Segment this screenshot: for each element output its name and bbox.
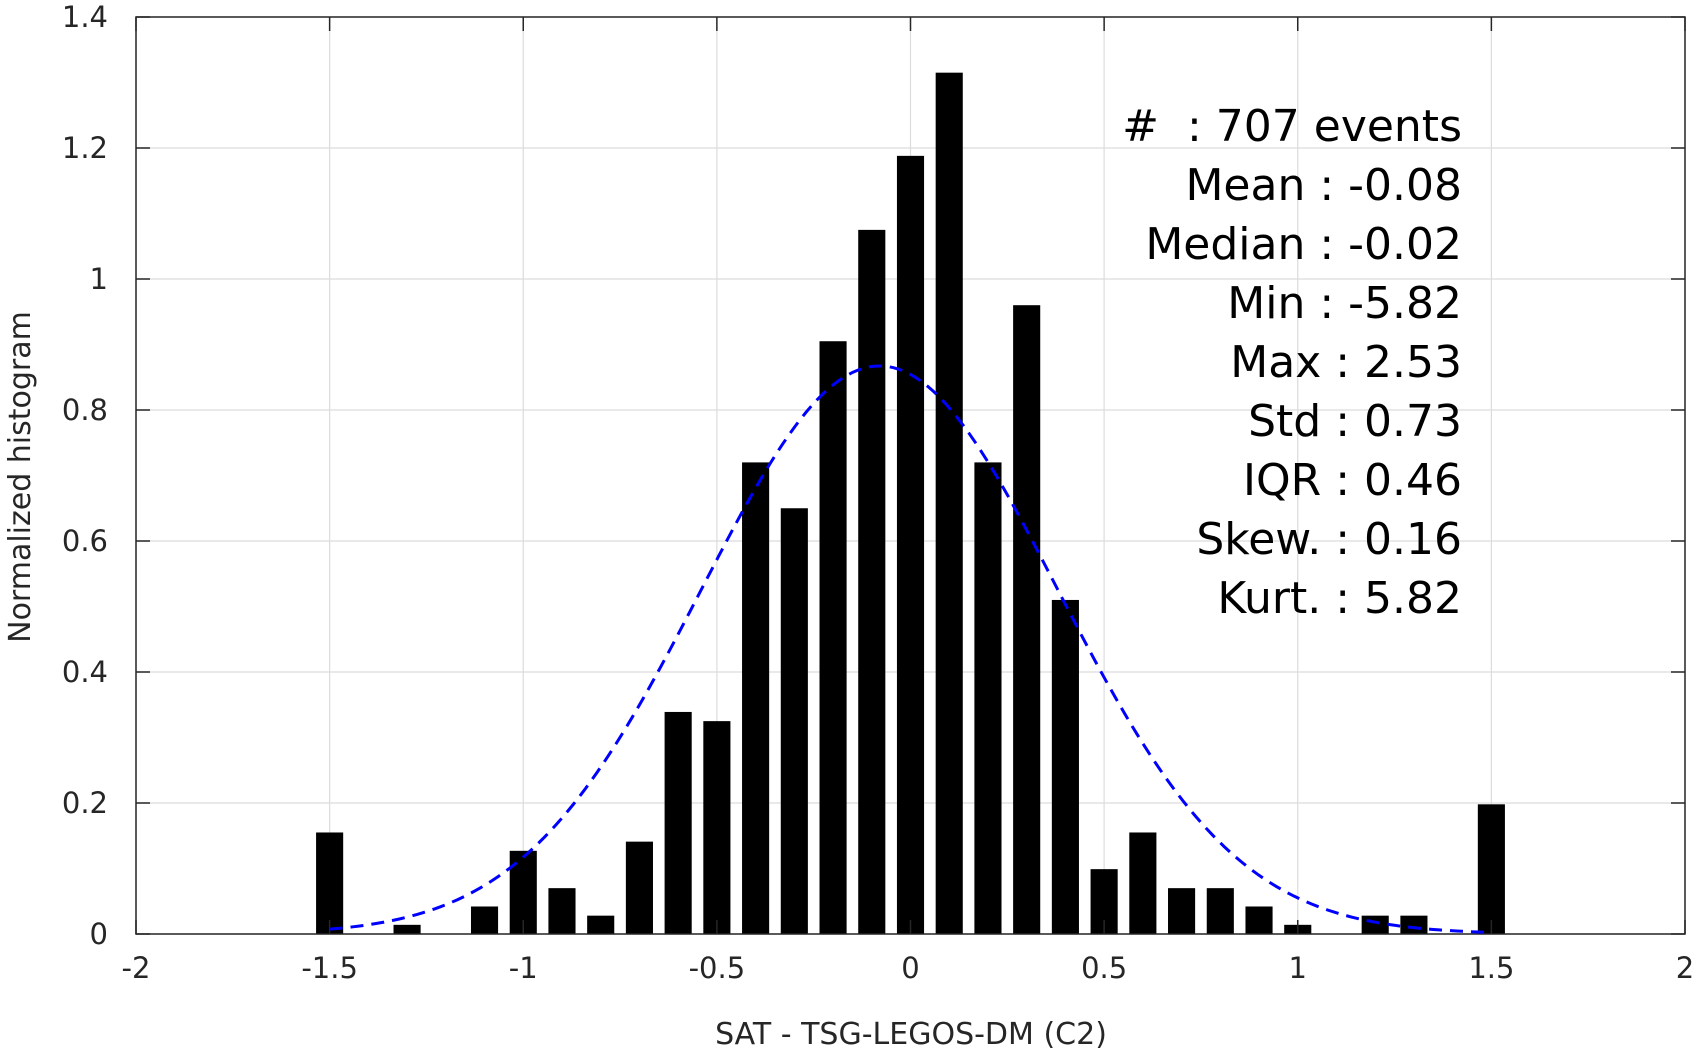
histogram-bar bbox=[858, 229, 886, 935]
stat-line: # : 707 events bbox=[1122, 101, 1462, 152]
y-tick-label: 0.6 bbox=[62, 524, 108, 558]
histogram-bar bbox=[1051, 599, 1079, 934]
x-axis-label: SAT - TSG-LEGOS-DM (C2) bbox=[715, 1017, 1107, 1052]
y-tick-label: 1.2 bbox=[62, 131, 108, 165]
histogram-bars bbox=[316, 72, 1505, 935]
histogram-bar bbox=[974, 462, 1002, 934]
y-tick-label: 0.2 bbox=[62, 786, 108, 820]
y-tick-labels: 0 0.2 0.4 0.6 0.8 1 1.2 1.4 bbox=[62, 0, 108, 951]
histogram-bar bbox=[1129, 832, 1157, 934]
histogram-bar bbox=[393, 924, 421, 934]
y-tick-label: 0.8 bbox=[62, 393, 108, 427]
stat-line: Min : -5.82 bbox=[1227, 278, 1462, 329]
histogram-bar bbox=[1013, 305, 1041, 934]
stat-line: Std : 0.73 bbox=[1248, 396, 1462, 447]
y-tick-label: 1.4 bbox=[62, 0, 108, 34]
x-tick-label: -1.5 bbox=[301, 951, 358, 985]
stat-line: Max : 2.53 bbox=[1230, 337, 1462, 388]
histogram-bar bbox=[1361, 915, 1389, 934]
axes bbox=[135, 16, 1686, 935]
histogram-bar bbox=[548, 888, 576, 934]
histogram-bar bbox=[935, 72, 963, 935]
histogram-bar bbox=[742, 462, 770, 934]
normal-fit-curve-group bbox=[329, 364, 1492, 934]
histogram-bar bbox=[1477, 804, 1505, 934]
normal-fit-curve bbox=[329, 364, 1492, 934]
histogram-bar bbox=[703, 721, 731, 935]
stat-line: Mean : -0.08 bbox=[1185, 160, 1462, 211]
histogram-bar bbox=[1245, 906, 1273, 934]
stat-line: IQR : 0.46 bbox=[1243, 455, 1462, 506]
x-tick-label: -2 bbox=[122, 951, 151, 985]
x-tick-label: 0.5 bbox=[1081, 951, 1127, 985]
histogram-bar bbox=[316, 832, 344, 934]
x-tick-label: 1 bbox=[1289, 951, 1307, 985]
histogram-bar bbox=[1400, 915, 1428, 934]
x-tick-label: 1.5 bbox=[1468, 951, 1514, 985]
y-tick-label: 1 bbox=[90, 262, 108, 296]
histogram-bar bbox=[625, 841, 653, 934]
stat-line: Skew. : 0.16 bbox=[1196, 514, 1462, 565]
y-tick-label: 0.4 bbox=[62, 655, 108, 689]
x-tick-labels: -2 -1.5 -1 -0.5 0 0.5 1 1.5 2 bbox=[122, 951, 1695, 985]
statistics-annotation: # : 707 events Mean : -0.08 Median : -0.02… bbox=[1122, 101, 1462, 624]
x-tick-label: 0 bbox=[901, 951, 919, 985]
histogram-bar bbox=[587, 915, 615, 934]
histogram-bar bbox=[1206, 888, 1234, 934]
x-tick-label: -1 bbox=[509, 951, 538, 985]
histogram-bar bbox=[819, 341, 847, 935]
histogram-bar bbox=[470, 906, 499, 934]
stat-line: Kurt. : 5.82 bbox=[1217, 573, 1462, 624]
stat-line: Median : -0.02 bbox=[1145, 219, 1462, 270]
histogram-bar bbox=[1168, 888, 1196, 934]
histogram-bar bbox=[896, 155, 925, 935]
y-axis-label: Normalized histogram bbox=[3, 311, 38, 643]
y-tick-label: 0 bbox=[90, 917, 108, 951]
histogram-bar bbox=[664, 711, 692, 934]
x-tick-label: 2 bbox=[1676, 951, 1694, 985]
histogram-bar bbox=[780, 508, 808, 934]
x-tick-label: -0.5 bbox=[689, 951, 746, 985]
